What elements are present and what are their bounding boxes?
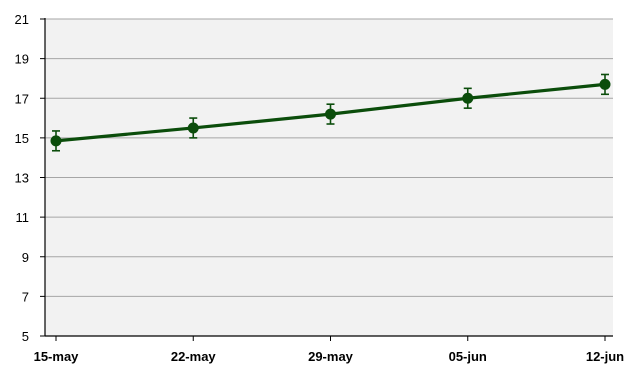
data-point [599, 78, 611, 90]
x-tick-label: 29-may [308, 349, 354, 364]
x-tick-label: 12-jun [586, 349, 624, 364]
y-axis: 5 7 9 11 13 15 17 19 21 [15, 12, 46, 344]
series-0 [50, 73, 611, 152]
y-tick-label: 17 [15, 91, 29, 106]
data-point [462, 92, 474, 104]
series-layer [50, 73, 611, 152]
y-tick-label: 13 [15, 171, 29, 186]
gridlines [45, 18, 613, 297]
y-tick-label: 21 [15, 12, 29, 27]
y-tick-label: 5 [22, 329, 29, 344]
x-tick-label: 22-may [171, 349, 217, 364]
y-tick-label: 15 [15, 131, 29, 146]
y-tick-label: 7 [22, 289, 29, 304]
data-point [325, 108, 336, 120]
y-tick-label: 9 [22, 250, 29, 265]
y-tick-label: 11 [16, 210, 30, 225]
x-axis: 15-may 22-may 29-may 05-jun 12-jun [34, 335, 624, 364]
y-tick-label: 19 [15, 52, 29, 67]
data-point [50, 135, 62, 147]
data-point [187, 122, 199, 134]
x-tick-label: 05-jun [449, 349, 487, 364]
x-tick-label: 15-may [34, 349, 80, 364]
